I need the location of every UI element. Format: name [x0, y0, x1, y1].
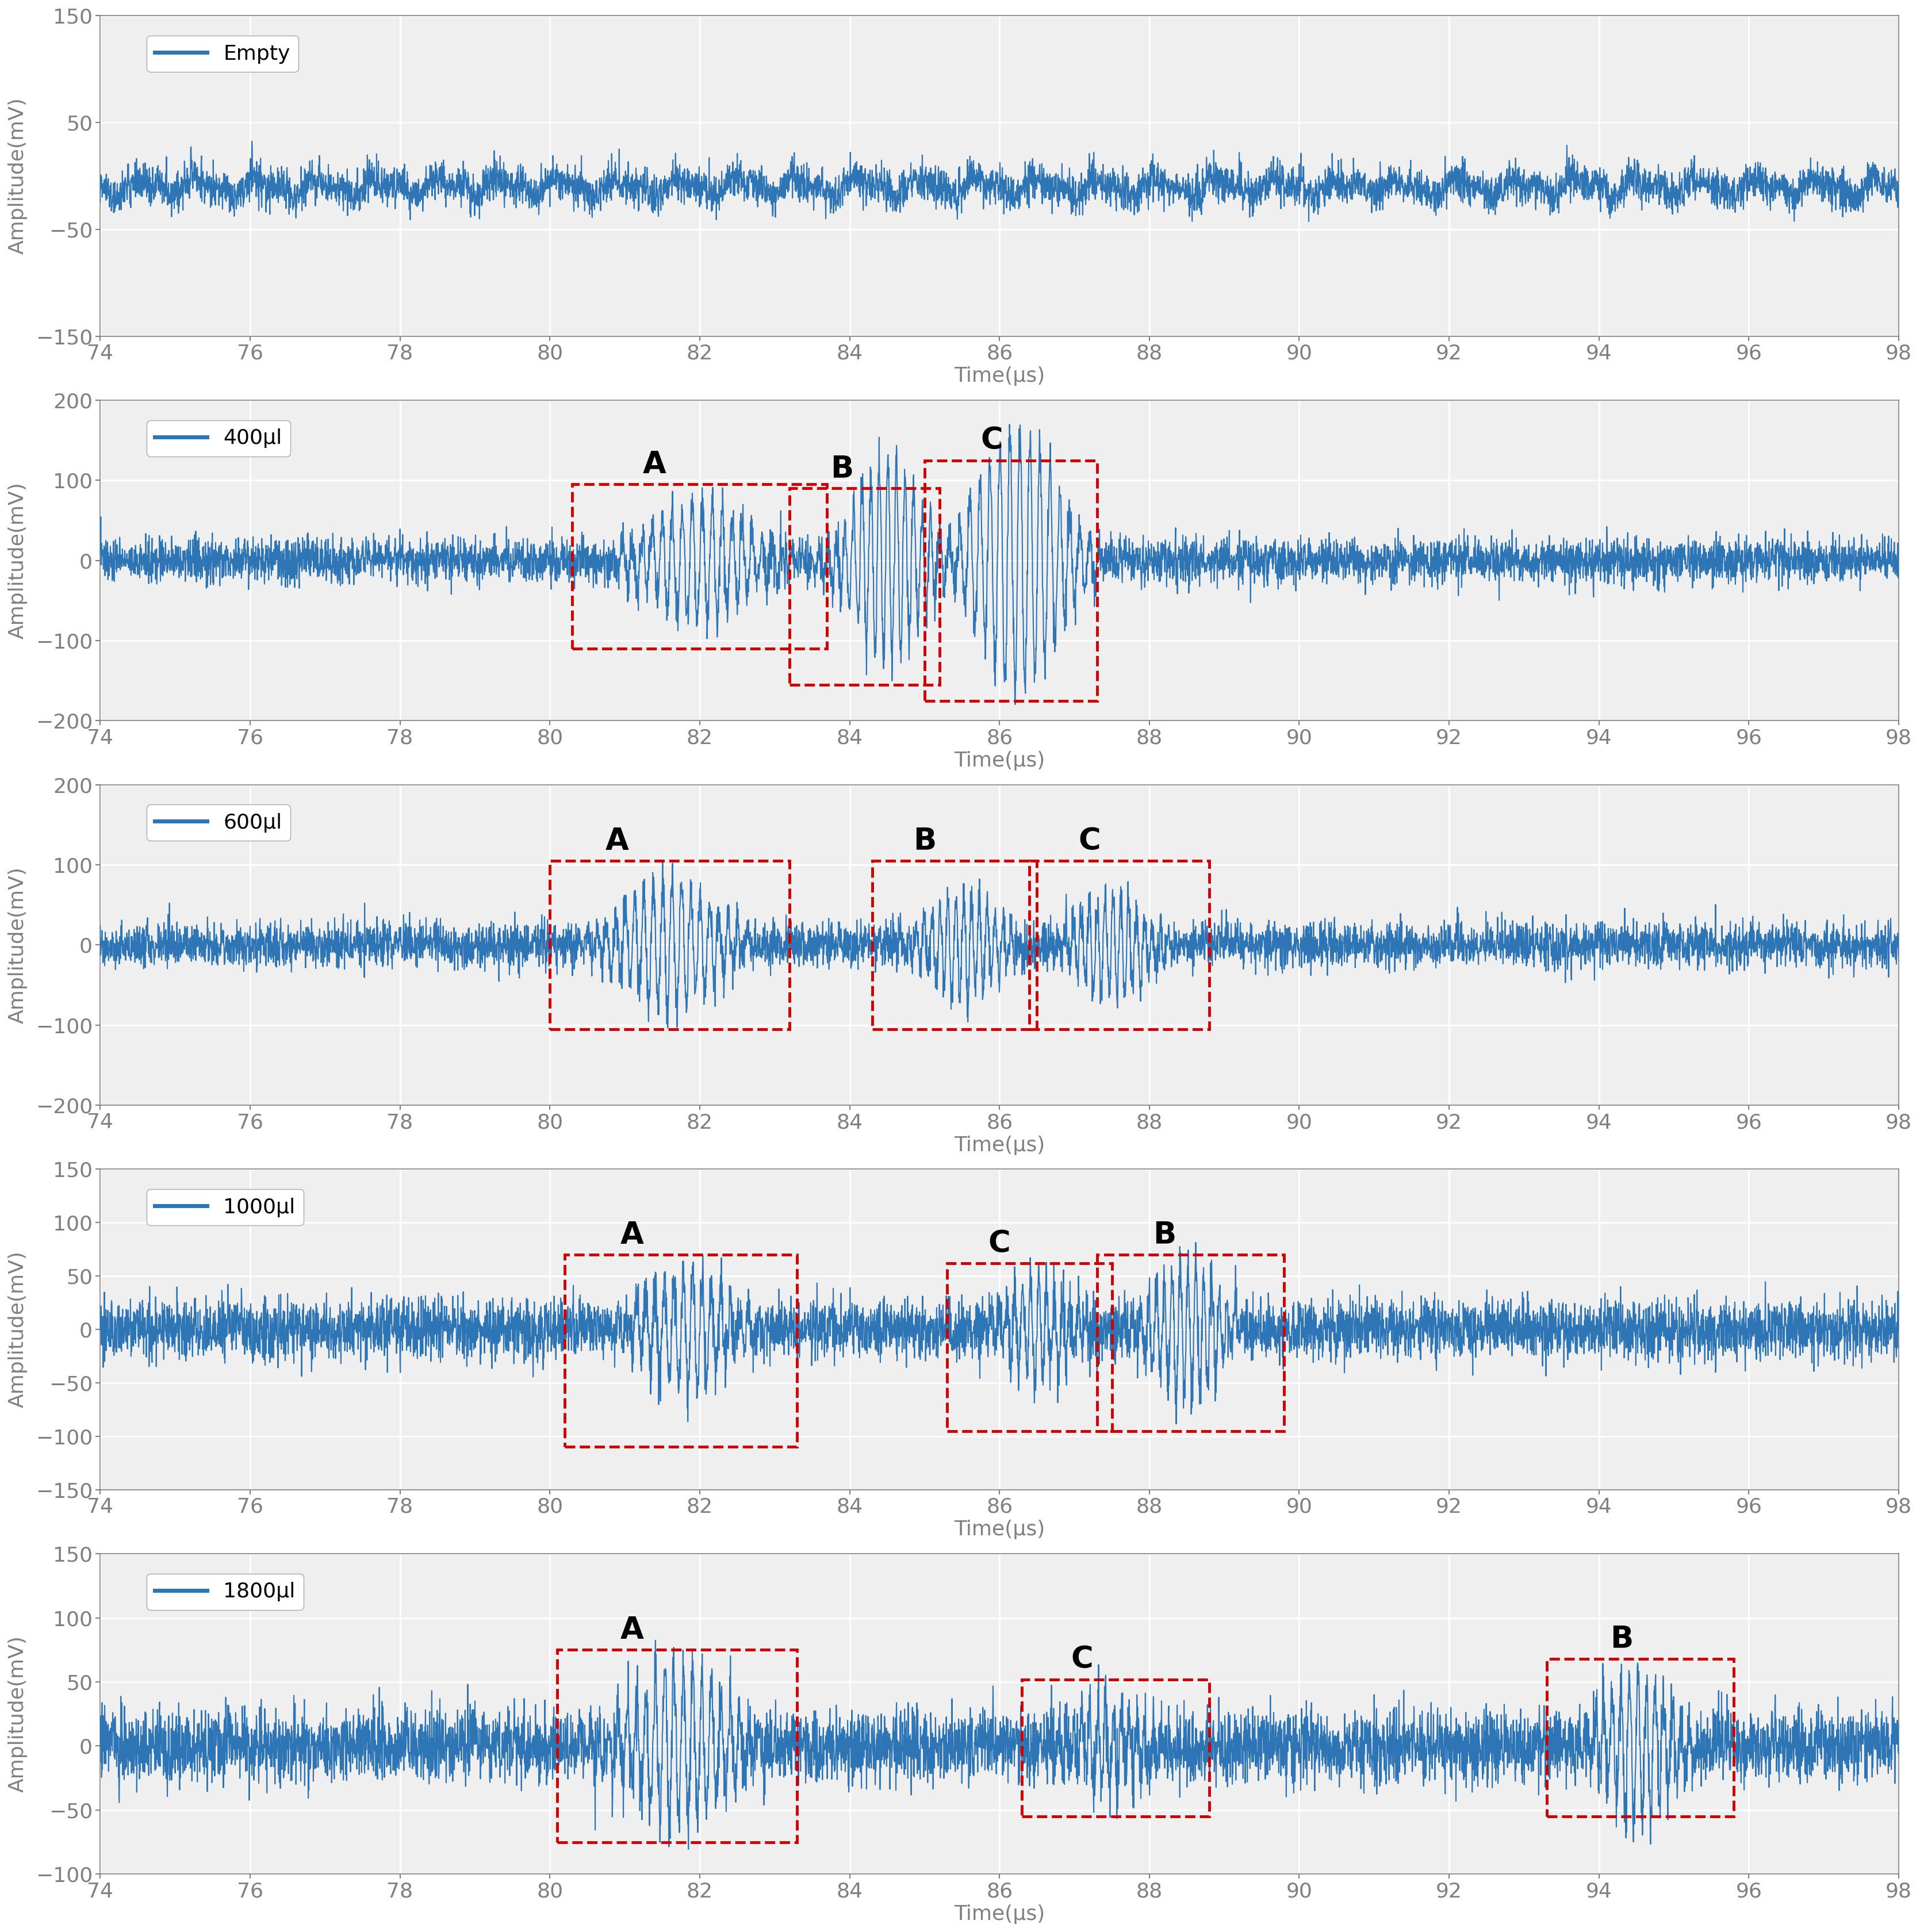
X-axis label: Time(μs): Time(μs) [954, 752, 1044, 771]
Bar [572, 485, 828, 649]
Bar [872, 862, 1037, 1030]
Legend: 1000μl: 1000μl [146, 1190, 303, 1225]
X-axis label: Time(μs): Time(μs) [954, 1905, 1044, 1924]
Bar [549, 862, 789, 1030]
Text: C: C [989, 1229, 1010, 1258]
Y-axis label: Amplitude(mV): Amplitude(mV) [8, 1252, 27, 1408]
Bar [564, 1254, 797, 1447]
Legend: 400μl: 400μl [146, 421, 290, 456]
Bar [557, 1650, 797, 1841]
Legend: Empty: Empty [146, 37, 300, 71]
Y-axis label: Amplitude(mV): Amplitude(mV) [8, 1636, 27, 1793]
Bar [947, 1264, 1112, 1432]
Y-axis label: Amplitude(mV): Amplitude(mV) [8, 481, 27, 639]
Text: B: B [1611, 1625, 1634, 1654]
Legend: 1800μl: 1800μl [146, 1575, 303, 1609]
Bar [1096, 1254, 1284, 1432]
Legend: 600μl: 600μl [146, 806, 290, 840]
Text: A: A [605, 827, 630, 856]
Y-axis label: Amplitude(mV): Amplitude(mV) [8, 866, 27, 1024]
X-axis label: Time(μs): Time(μs) [954, 367, 1044, 386]
Text: B: B [1152, 1219, 1175, 1250]
X-axis label: Time(μs): Time(μs) [954, 1520, 1044, 1540]
Text: C: C [1079, 827, 1100, 856]
Text: B: B [831, 454, 854, 483]
Text: A: A [643, 450, 666, 479]
Text: C: C [1071, 1644, 1092, 1675]
Text: A: A [620, 1219, 643, 1250]
Bar [1021, 1679, 1210, 1816]
X-axis label: Time(μs): Time(μs) [954, 1136, 1044, 1155]
Y-axis label: Amplitude(mV): Amplitude(mV) [8, 97, 27, 255]
Bar [925, 460, 1096, 701]
Text: C: C [981, 425, 1002, 456]
Bar [789, 489, 939, 684]
Bar [1548, 1660, 1734, 1816]
Text: A: A [620, 1615, 643, 1644]
Bar [1029, 862, 1210, 1030]
Text: B: B [914, 827, 937, 856]
